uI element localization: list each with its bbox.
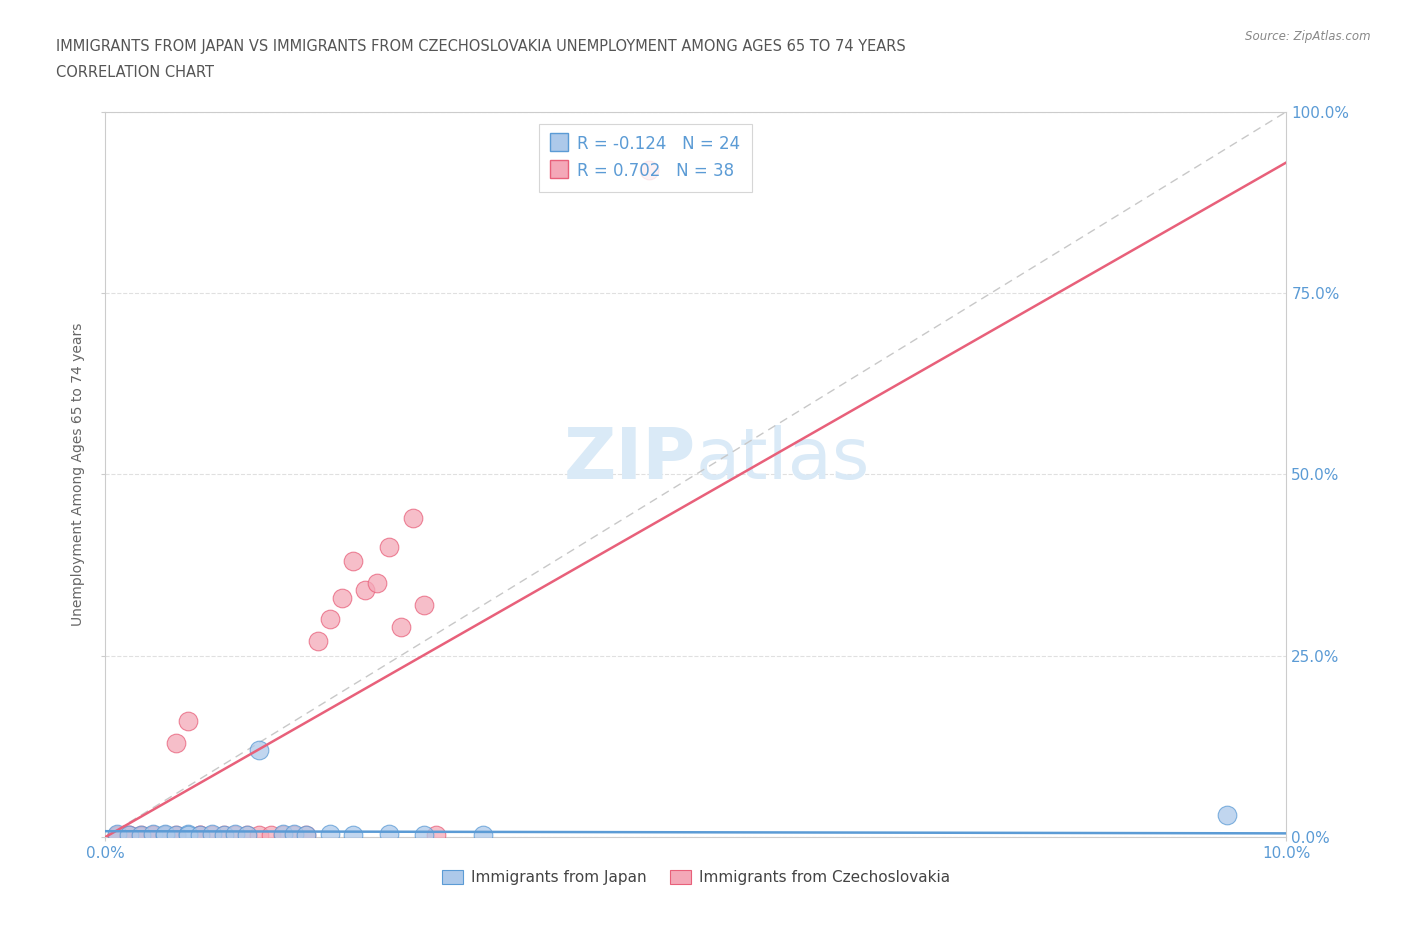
Point xyxy=(319,827,342,842)
Point xyxy=(307,633,329,648)
Point xyxy=(142,828,165,843)
Point xyxy=(319,612,342,627)
Point xyxy=(389,619,412,634)
Y-axis label: Unemployment Among Ages 65 to 74 years: Unemployment Among Ages 65 to 74 years xyxy=(72,323,86,626)
Text: Source: ZipAtlas.com: Source: ZipAtlas.com xyxy=(1246,30,1371,43)
Point xyxy=(188,828,211,843)
Point xyxy=(260,828,283,843)
Text: IMMIGRANTS FROM JAPAN VS IMMIGRANTS FROM CZECHOSLOVAKIA UNEMPLOYMENT AMONG AGES : IMMIGRANTS FROM JAPAN VS IMMIGRANTS FROM… xyxy=(56,39,905,54)
Point xyxy=(224,828,246,843)
Point xyxy=(142,827,165,842)
Point xyxy=(105,827,128,842)
Point xyxy=(342,554,364,569)
Point xyxy=(637,162,659,177)
Point xyxy=(283,827,305,842)
Point xyxy=(247,742,270,757)
Point xyxy=(129,828,152,843)
Point xyxy=(425,828,447,843)
Point xyxy=(472,828,495,843)
Point xyxy=(188,828,211,843)
Point xyxy=(271,827,294,842)
Point xyxy=(212,828,235,843)
Point xyxy=(153,828,176,843)
Point xyxy=(118,828,141,843)
Legend: Immigrants from Japan, Immigrants from Czechoslovakia: Immigrants from Japan, Immigrants from C… xyxy=(436,864,956,891)
Point xyxy=(366,576,388,591)
Point xyxy=(378,827,401,842)
Point xyxy=(236,828,259,843)
Text: atlas: atlas xyxy=(696,425,870,494)
Point xyxy=(413,597,436,612)
Point xyxy=(165,828,187,843)
Point xyxy=(129,828,152,843)
Point xyxy=(177,827,200,842)
Point xyxy=(165,828,187,843)
Point xyxy=(118,828,141,843)
Point xyxy=(401,511,423,525)
Point xyxy=(177,828,200,843)
Point xyxy=(177,713,200,728)
Point xyxy=(354,583,377,598)
Point xyxy=(105,828,128,843)
Point xyxy=(142,828,165,843)
Point xyxy=(224,827,246,842)
Point xyxy=(201,827,224,842)
Text: ZIP: ZIP xyxy=(564,425,696,494)
Point xyxy=(247,828,270,843)
Point xyxy=(153,827,176,842)
Point xyxy=(129,828,152,843)
Point xyxy=(1216,808,1239,823)
Point xyxy=(188,828,211,843)
Point xyxy=(165,736,187,751)
Point xyxy=(330,591,353,605)
Point xyxy=(413,828,436,843)
Point xyxy=(236,828,259,843)
Point xyxy=(295,828,318,843)
Point xyxy=(153,828,176,843)
Point xyxy=(283,828,305,843)
Point xyxy=(271,828,294,843)
Point xyxy=(105,828,128,843)
Point xyxy=(201,828,224,843)
Point xyxy=(378,539,401,554)
Point xyxy=(295,828,318,843)
Point xyxy=(165,828,187,843)
Point xyxy=(212,828,235,843)
Text: CORRELATION CHART: CORRELATION CHART xyxy=(56,65,214,80)
Point xyxy=(153,828,176,843)
Point xyxy=(129,828,152,843)
Point xyxy=(342,828,364,843)
Point xyxy=(118,828,141,843)
